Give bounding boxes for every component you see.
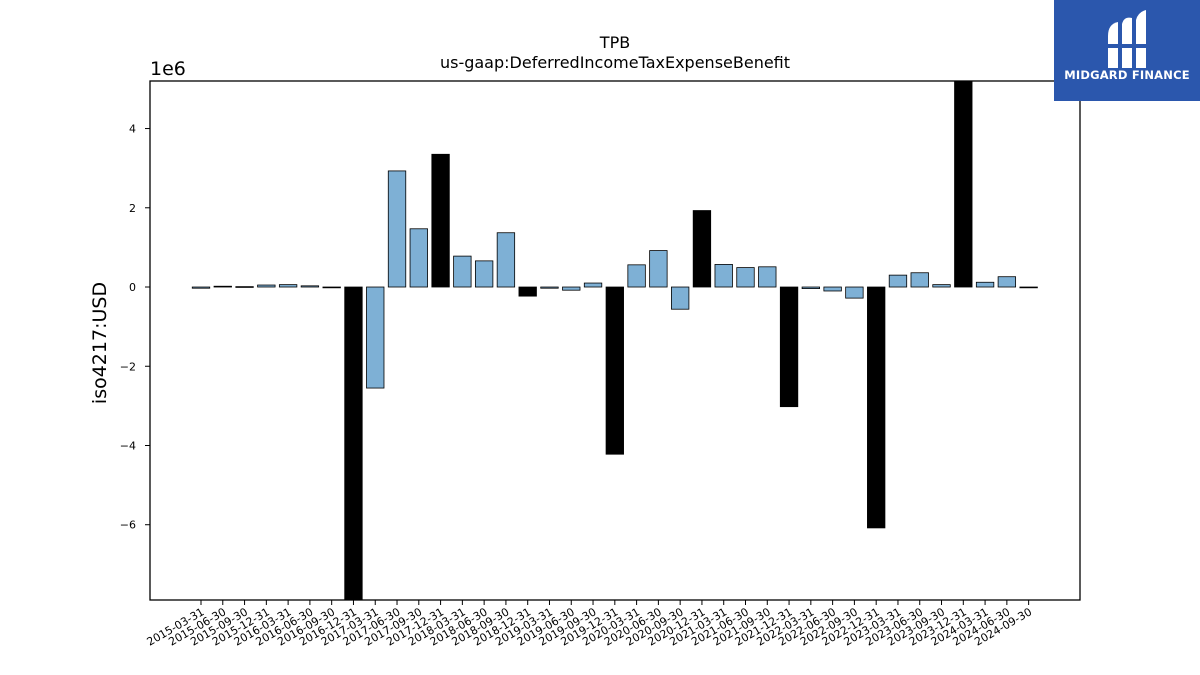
y-scale-label: 1e6: [150, 58, 186, 80]
bar-2022-12-31: [867, 286, 886, 529]
brand-logo: MIDGARD FINANCE: [1054, 0, 1200, 101]
bar-2018-12-31: [518, 286, 537, 297]
bar-2024-03-31: [975, 281, 995, 288]
bar-2021-09-30: [758, 266, 777, 288]
bar-2017-06-30: [387, 170, 407, 288]
bar-2021-03-31: [714, 264, 733, 288]
bar-2023-09-30: [932, 284, 951, 288]
bar-2018-03-31: [453, 255, 472, 288]
bar-2018-09-30: [496, 232, 516, 288]
bar-2016-03-31: [278, 284, 298, 288]
bar-2022-09-30: [845, 286, 864, 299]
bar-2019-06-30: [562, 286, 581, 291]
bar-2019-09-30: [583, 282, 603, 288]
y-tick-label: 4: [129, 123, 136, 136]
bar-2022-03-31: [801, 286, 820, 289]
bar-2023-03-31: [888, 274, 908, 288]
brand-name: MIDGARD FINANCE: [1064, 68, 1190, 82]
bar-2021-12-31: [779, 286, 799, 408]
bar-2022-06-30: [823, 286, 842, 292]
bar-2017-12-31: [431, 153, 450, 288]
bar-2020-09-30: [671, 286, 690, 310]
bar-2016-06-30: [300, 285, 320, 288]
x-ticks-group: 2015-03-312015-06-302015-09-302015-12-31…: [145, 600, 1034, 649]
y-tick-label: −4: [120, 439, 136, 452]
bar-2020-06-30: [649, 250, 668, 288]
bar-2021-06-30: [736, 267, 755, 288]
y-ticks-group: −6 −4 −2 0 2 4: [120, 123, 150, 532]
bar-2018-06-30: [474, 260, 494, 288]
y-tick-label: 0: [129, 281, 136, 294]
bar-2015-12-31: [257, 284, 276, 288]
chart-subtitle: us-gaap:DeferredIncomeTaxExpenseBenefit: [440, 53, 790, 72]
bar-2015-03-31: [191, 286, 211, 289]
bar-2017-03-31: [366, 286, 385, 389]
y-tick-label: −2: [120, 360, 136, 373]
bar-2024-06-30: [997, 276, 1017, 288]
bar-2015-06-30: [213, 285, 232, 288]
bar-2019-03-31: [540, 286, 559, 289]
midgard-logo-icon: [1106, 10, 1148, 69]
bar-2016-12-31: [344, 286, 363, 601]
y-tick-label: −6: [120, 519, 136, 532]
bars-group: [191, 80, 1038, 601]
bar-2023-12-31: [954, 80, 973, 288]
bar-2020-03-31: [627, 264, 646, 288]
bar-2020-12-31: [692, 210, 712, 288]
chart-title: TPB: [599, 33, 630, 52]
y-tick-label: 2: [129, 202, 136, 215]
bar-2019-12-31: [605, 286, 624, 455]
plot-frame: [149, 80, 1081, 601]
bar-2023-06-30: [910, 272, 929, 288]
y-axis-label: iso4217:USD: [89, 282, 111, 404]
bar-2024-09-30: [1019, 286, 1038, 289]
bar-2015-09-30: [235, 286, 254, 288]
bar-2017-09-30: [409, 228, 428, 288]
bar-2016-09-30: [322, 286, 341, 289]
